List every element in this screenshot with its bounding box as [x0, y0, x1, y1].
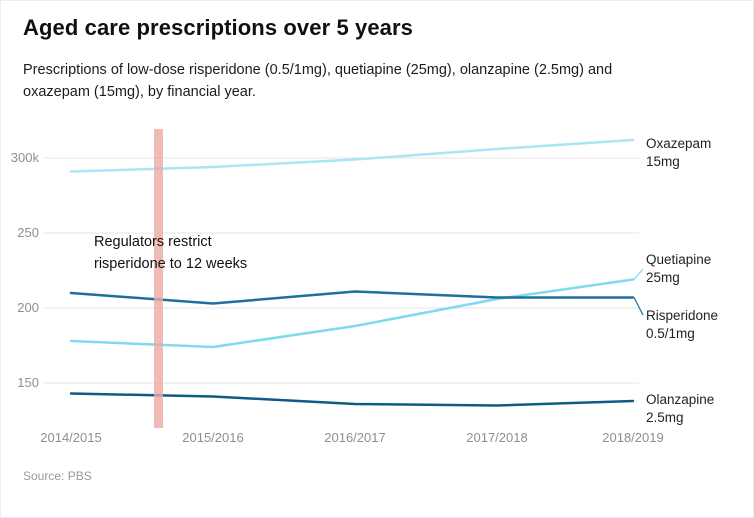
annotation-line-2: risperidone to 12 weeks [94, 255, 248, 272]
line-risperidone-0-5-1mg [69, 290, 635, 305]
line-oxazepam-15mg [69, 138, 635, 173]
line-quetiapine-25mg [69, 278, 635, 349]
chart-subtitle: Prescriptions of low-dose risperidone (0… [23, 62, 613, 100]
annotation-line-1: Regulators restrict [94, 234, 212, 250]
page-title: Aged care prescriptions over 5 years [23, 15, 414, 40]
label-leader-quetiapine-25mg [633, 268, 644, 280]
source-credit: Source: PBS [23, 469, 92, 483]
restriction-band [154, 129, 163, 428]
label-leader-risperidone-0-5-1mg [633, 297, 644, 316]
line-olanzapine-2-5mg [69, 392, 635, 407]
event-annotation: Regulators restrict risperidone to 12 we… [94, 232, 247, 276]
